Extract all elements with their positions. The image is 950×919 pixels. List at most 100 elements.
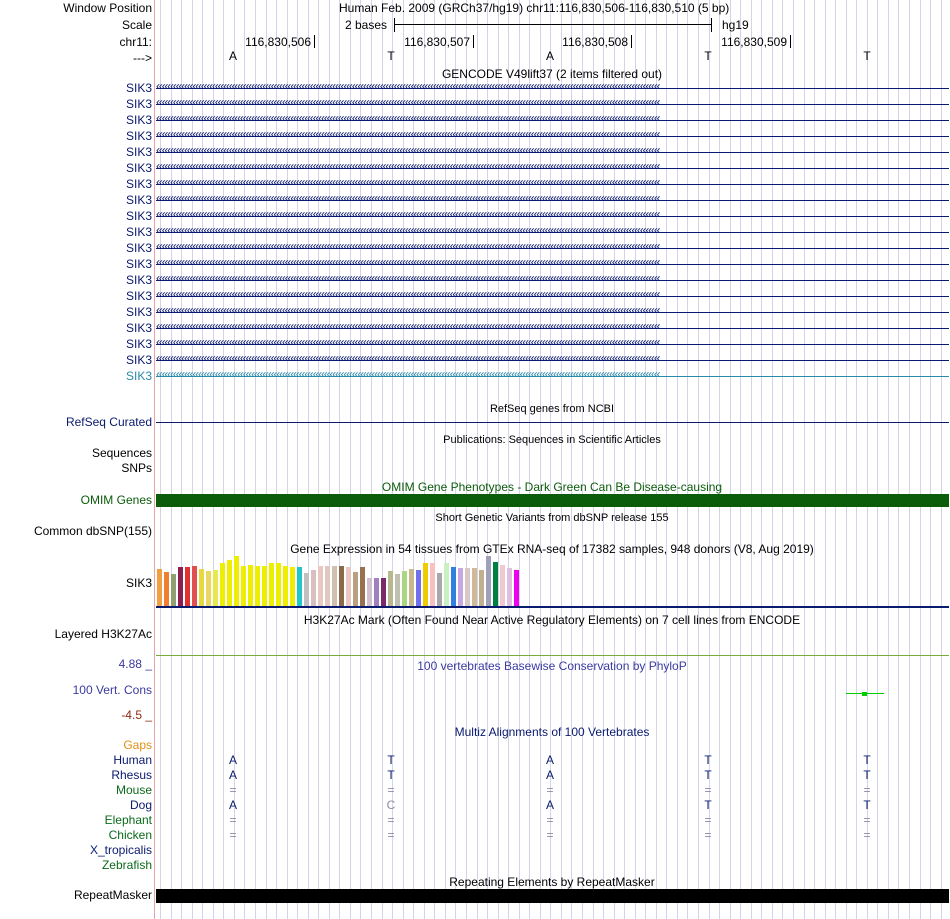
gtex-tissue-bar[interactable] [458,568,463,606]
publications-snps-label[interactable]: SNPs [121,461,152,475]
h3k27ac-track-label[interactable]: Layered H3K27Ac [54,627,152,641]
gtex-bar-chart[interactable] [156,556,556,606]
multiz-species-label[interactable]: Zebrafish [101,858,152,872]
gencode-gene-label[interactable]: SIK3 [125,193,152,207]
gtex-tissue-bar[interactable] [234,556,239,606]
gencode-transcript[interactable]: ‹‹‹‹‹‹‹‹‹‹‹‹‹‹‹‹‹‹‹‹‹‹‹‹‹‹‹‹‹‹‹‹‹‹‹‹‹‹‹‹… [156,211,949,221]
gtex-tissue-bar[interactable] [500,565,505,606]
gencode-transcript[interactable]: ‹‹‹‹‹‹‹‹‹‹‹‹‹‹‹‹‹‹‹‹‹‹‹‹‹‹‹‹‹‹‹‹‹‹‹‹‹‹‹‹… [156,307,949,317]
gtex-tissue-bar[interactable] [185,567,190,606]
gtex-tissue-bar[interactable] [255,566,260,606]
gencode-gene-label[interactable]: SIK3 [125,337,152,351]
gencode-gene-label[interactable]: SIK3 [125,129,152,143]
gencode-transcript[interactable]: ‹‹‹‹‹‹‹‹‹‹‹‹‹‹‹‹‹‹‹‹‹‹‹‹‹‹‹‹‹‹‹‹‹‹‹‹‹‹‹‹… [156,243,949,253]
refseq-gene-line[interactable] [156,422,949,423]
gtex-tissue-bar[interactable] [206,571,211,606]
gencode-gene-label[interactable]: SIK3 [125,321,152,335]
gencode-gene-label[interactable]: SIK3 [125,305,152,319]
gtex-tissue-bar[interactable] [311,570,316,606]
gtex-tissue-bar[interactable] [171,574,176,606]
gencode-gene-label[interactable]: SIK3 [125,113,152,127]
gencode-transcript[interactable]: ‹‹‹‹‹‹‹‹‹‹‹‹‹‹‹‹‹‹‹‹‹‹‹‹‹‹‹‹‹‹‹‹‹‹‹‹‹‹‹‹… [156,147,949,157]
repeatmasker-track-label[interactable]: RepeatMasker [73,888,152,902]
gtex-tissue-bar[interactable] [269,563,274,606]
gtex-tissue-bar[interactable] [304,573,309,606]
gencode-transcript[interactable]: ‹‹‹‹‹‹‹‹‹‹‹‹‹‹‹‹‹‹‹‹‹‹‹‹‹‹‹‹‹‹‹‹‹‹‹‹‹‹‹‹… [156,355,949,365]
gencode-gene-label[interactable]: SIK3 [125,369,152,383]
gencode-transcript[interactable]: ‹‹‹‹‹‹‹‹‹‹‹‹‹‹‹‹‹‹‹‹‹‹‹‹‹‹‹‹‹‹‹‹‹‹‹‹‹‹‹‹… [156,227,949,237]
gtex-tissue-bar[interactable] [479,570,484,606]
gtex-tissue-bar[interactable] [332,566,337,606]
gencode-gene-label[interactable]: SIK3 [125,177,152,191]
gtex-tissue-bar[interactable] [367,578,372,606]
multiz-species-label[interactable]: Mouse [115,783,152,797]
gencode-gene-label[interactable]: SIK3 [125,241,152,255]
omim-track-label[interactable]: OMIM Genes [80,493,152,507]
gtex-tissue-bar[interactable] [227,560,232,606]
gencode-transcript[interactable]: ‹‹‹‹‹‹‹‹‹‹‹‹‹‹‹‹‹‹‹‹‹‹‹‹‹‹‹‹‹‹‹‹‹‹‹‹‹‹‹‹… [156,179,949,189]
gencode-transcript[interactable]: ‹‹‹‹‹‹‹‹‹‹‹‹‹‹‹‹‹‹‹‹‹‹‹‹‹‹‹‹‹‹‹‹‹‹‹‹‹‹‹‹… [156,83,949,93]
gtex-tissue-bar[interactable] [402,571,407,606]
gencode-transcript[interactable]: ‹‹‹‹‹‹‹‹‹‹‹‹‹‹‹‹‹‹‹‹‹‹‹‹‹‹‹‹‹‹‹‹‹‹‹‹‹‹‹‹… [156,195,949,205]
gencode-transcript[interactable]: ‹‹‹‹‹‹‹‹‹‹‹‹‹‹‹‹‹‹‹‹‹‹‹‹‹‹‹‹‹‹‹‹‹‹‹‹‹‹‹‹… [156,291,949,301]
gtex-tissue-bar[interactable] [493,562,498,606]
gtex-tissue-bar[interactable] [213,570,218,606]
gtex-tissue-bar[interactable] [514,570,519,606]
gtex-tissue-bar[interactable] [192,566,197,606]
gtex-tissue-bar[interactable] [164,572,169,606]
multiz-species-label[interactable]: Rhesus [111,768,152,782]
gtex-tissue-bar[interactable] [353,572,358,606]
multiz-species-label[interactable]: Elephant [104,813,152,827]
gtex-tissue-bar[interactable] [241,566,246,606]
multiz-gaps-label[interactable]: Gaps [123,738,152,752]
gtex-tissue-bar[interactable] [283,566,288,606]
gencode-transcript[interactable]: ‹‹‹‹‹‹‹‹‹‹‹‹‹‹‹‹‹‹‹‹‹‹‹‹‹‹‹‹‹‹‹‹‹‹‹‹‹‹‹‹… [156,275,949,285]
gencode-transcript[interactable]: ‹‹‹‹‹‹‹‹‹‹‹‹‹‹‹‹‹‹‹‹‹‹‹‹‹‹‹‹‹‹‹‹‹‹‹‹‹‹‹‹… [156,99,949,109]
gtex-tissue-bar[interactable] [276,563,281,606]
gtex-tissue-bar[interactable] [451,567,456,606]
gtex-tissue-bar[interactable] [430,563,435,606]
gtex-tissue-bar[interactable] [472,568,477,606]
gencode-gene-label[interactable]: SIK3 [125,97,152,111]
publications-sequences-label[interactable]: Sequences [91,446,152,460]
gtex-tissue-bar[interactable] [395,574,400,606]
gencode-transcript[interactable]: ‹‹‹‹‹‹‹‹‹‹‹‹‹‹‹‹‹‹‹‹‹‹‹‹‹‹‹‹‹‹‹‹‹‹‹‹‹‹‹‹… [156,371,949,381]
gtex-tissue-bar[interactable] [388,571,393,606]
gtex-tissue-bar[interactable] [339,566,344,606]
gencode-transcript[interactable]: ‹‹‹‹‹‹‹‹‹‹‹‹‹‹‹‹‹‹‹‹‹‹‹‹‹‹‹‹‹‹‹‹‹‹‹‹‹‹‹‹… [156,163,949,173]
cons-track-label[interactable]: 100 Vert. Cons [72,683,152,697]
gtex-tissue-bar[interactable] [346,567,351,606]
multiz-species-label[interactable]: X_tropicalis [89,843,152,857]
gencode-transcript[interactable]: ‹‹‹‹‹‹‹‹‹‹‹‹‹‹‹‹‹‹‹‹‹‹‹‹‹‹‹‹‹‹‹‹‹‹‹‹‹‹‹‹… [156,259,949,269]
gtex-tissue-bar[interactable] [507,568,512,606]
gencode-gene-label[interactable]: SIK3 [125,161,152,175]
gtex-track-label[interactable]: SIK3 [125,576,152,590]
multiz-species-label[interactable]: Dog [129,798,152,812]
gtex-tissue-bar[interactable] [318,566,323,606]
gtex-tissue-bar[interactable] [437,573,442,606]
omim-gene-block[interactable] [156,494,949,507]
gtex-tissue-bar[interactable] [248,565,253,606]
gencode-transcript[interactable]: ‹‹‹‹‹‹‹‹‹‹‹‹‹‹‹‹‹‹‹‹‹‹‹‹‹‹‹‹‹‹‹‹‹‹‹‹‹‹‹‹… [156,323,949,333]
gtex-tissue-bar[interactable] [325,566,330,606]
gtex-tissue-bar[interactable] [360,567,365,606]
gencode-gene-label[interactable]: SIK3 [125,209,152,223]
gencode-gene-label[interactable]: SIK3 [125,289,152,303]
gtex-tissue-bar[interactable] [465,568,470,606]
gtex-tissue-bar[interactable] [409,569,414,606]
gtex-tissue-bar[interactable] [178,567,183,606]
gtex-tissue-bar[interactable] [262,566,267,606]
multiz-species-label[interactable]: Human [113,753,152,767]
gtex-tissue-bar[interactable] [381,578,386,606]
gtex-tissue-bar[interactable] [297,567,302,606]
gencode-gene-label[interactable]: SIK3 [125,225,152,239]
gencode-transcript[interactable]: ‹‹‹‹‹‹‹‹‹‹‹‹‹‹‹‹‹‹‹‹‹‹‹‹‹‹‹‹‹‹‹‹‹‹‹‹‹‹‹‹… [156,131,949,141]
gencode-gene-label[interactable]: SIK3 [125,353,152,367]
gencode-transcript[interactable]: ‹‹‹‹‹‹‹‹‹‹‹‹‹‹‹‹‹‹‹‹‹‹‹‹‹‹‹‹‹‹‹‹‹‹‹‹‹‹‹‹… [156,339,949,349]
dbsnp-track-label[interactable]: Common dbSNP(155) [33,524,152,538]
gtex-tissue-bar[interactable] [199,569,204,606]
gtex-tissue-bar[interactable] [416,570,421,606]
gencode-gene-label[interactable]: SIK3 [125,81,152,95]
gencode-transcript[interactable]: ‹‹‹‹‹‹‹‹‹‹‹‹‹‹‹‹‹‹‹‹‹‹‹‹‹‹‹‹‹‹‹‹‹‹‹‹‹‹‹‹… [156,115,949,125]
